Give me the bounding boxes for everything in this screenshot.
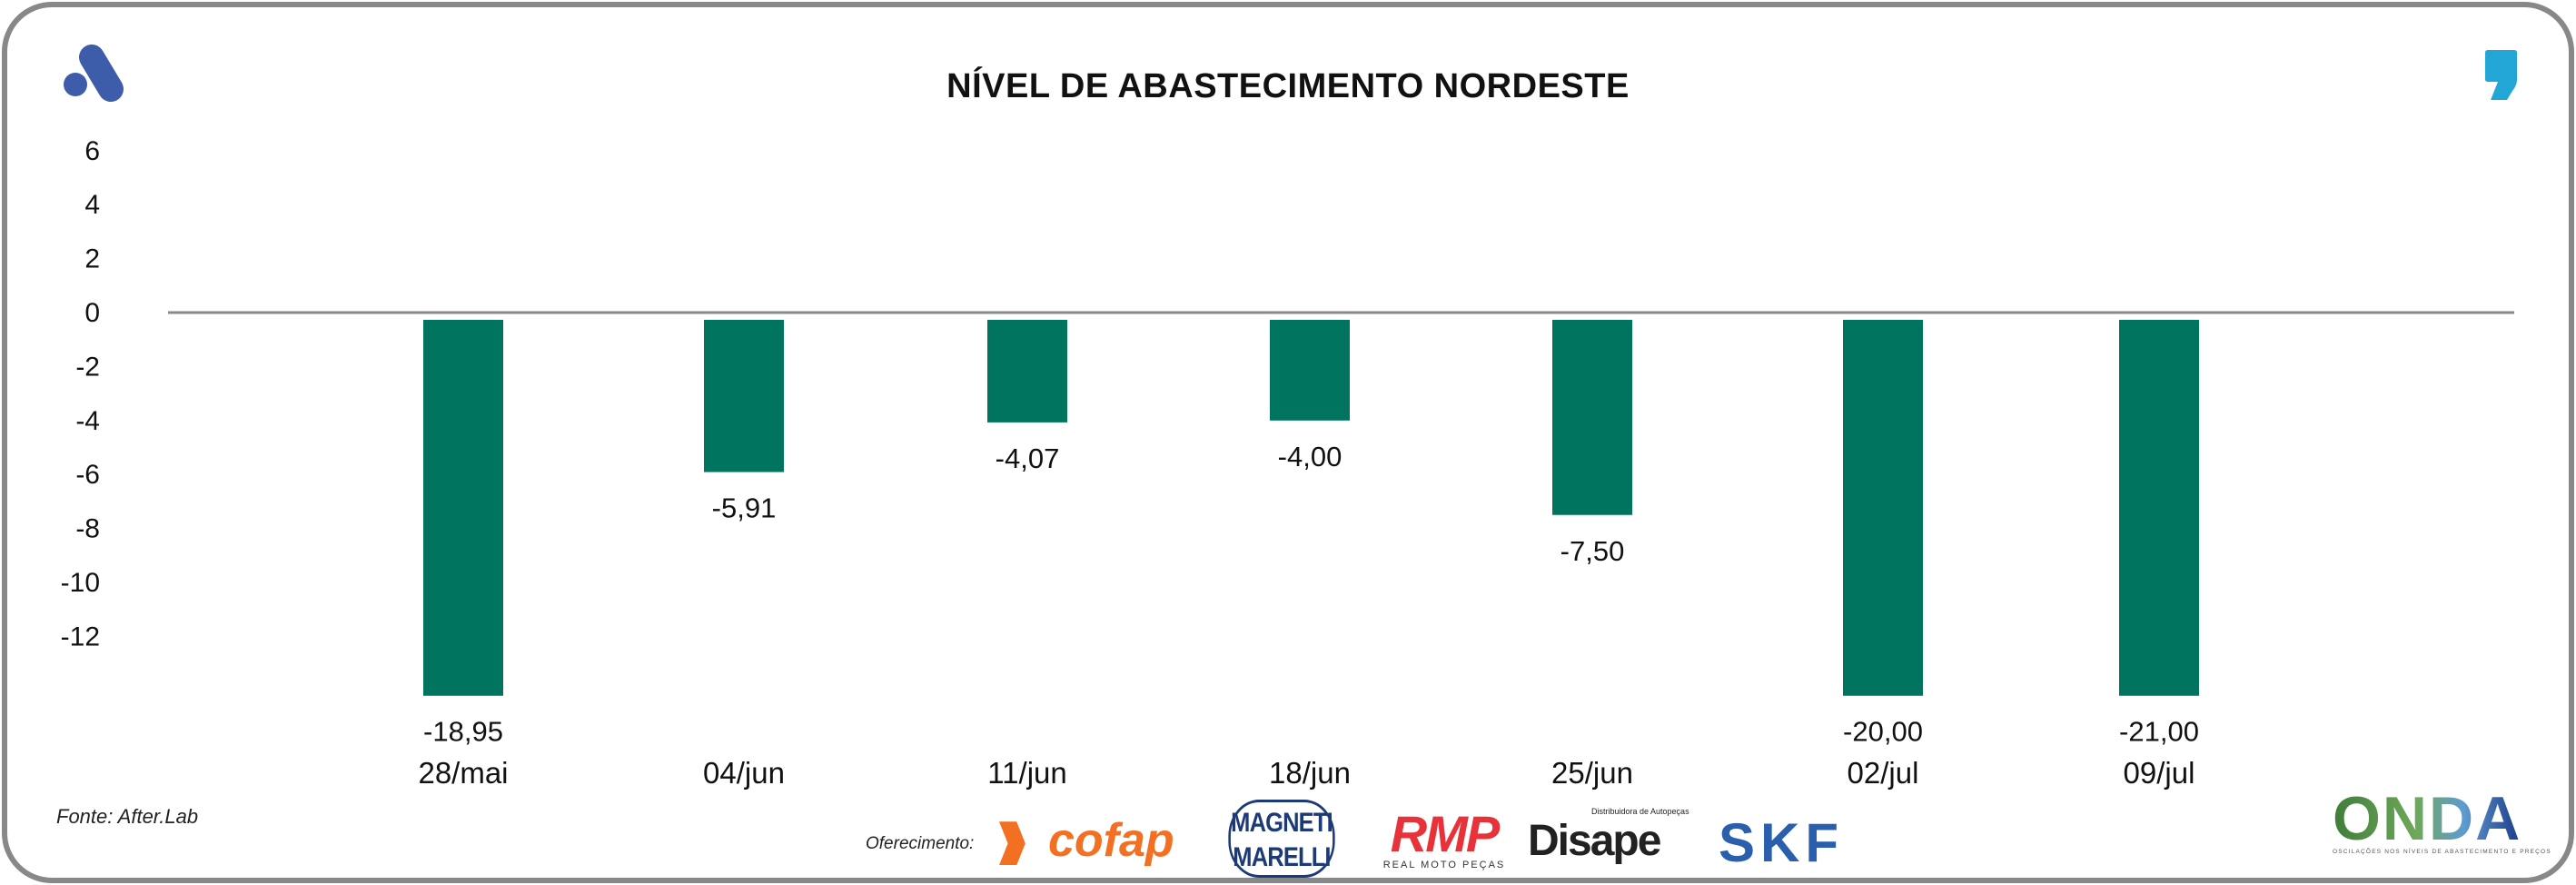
source-note: Fonte: After.Lab — [56, 805, 199, 828]
bar-value-label: -7,50 — [1560, 535, 1625, 567]
bar — [987, 320, 1067, 423]
y-tick-label: 2 — [84, 244, 100, 274]
disape-tagline: Distribuidora de Autopeças — [1591, 807, 1689, 816]
bar-value-label: -5,91 — [712, 492, 777, 524]
onda-tagline: OSCILAÇÕES NOS NÍVEIS DE ABASTECIMENTO E… — [2333, 849, 2551, 855]
bar-value-label: -4,00 — [1278, 441, 1342, 472]
y-tick-label: -10 — [61, 568, 100, 598]
bar — [1270, 320, 1350, 421]
sponsor-label: Oferecimento: — [866, 834, 975, 853]
x-tick-label: 02/jul — [1848, 756, 1919, 790]
bar-value-label: -20,00 — [1843, 716, 1923, 748]
x-tick-label: 04/jun — [703, 756, 785, 790]
x-tick-label: 28/mai — [418, 756, 508, 790]
bar-value-label: -21,00 — [2119, 716, 2199, 748]
bar — [423, 320, 503, 696]
y-tick-label: -6 — [75, 460, 100, 490]
y-tick-label: -4 — [75, 406, 100, 436]
chart-title: NÍVEL DE ABASTECIMENTO NORDESTE — [946, 67, 1630, 105]
bar-value-label: -4,07 — [996, 442, 1060, 474]
rmp-tagline: REAL MOTO PEÇAS — [1382, 860, 1506, 870]
disape-logo: Distribuidora de Autopeças Disape — [1528, 807, 1689, 866]
bar — [704, 320, 784, 472]
x-tick-label: 11/jun — [987, 756, 1066, 790]
onda-text: ONDA — [2333, 784, 2522, 853]
skf-logo: SKF — [1719, 812, 1844, 873]
cofap-logo: cofap — [999, 813, 1174, 868]
rmp-logo: RMP REAL MOTO PEÇAS — [1381, 805, 1508, 871]
rmp-text: RMP — [1390, 805, 1500, 862]
onda-logo: ONDA OSCILAÇÕES NOS NÍVEIS DE ABASTECIME… — [2333, 784, 2551, 855]
cofap-text: cofap — [1048, 814, 1174, 867]
brand-a-logo-icon — [64, 45, 124, 102]
y-tick-label: -2 — [75, 352, 100, 382]
x-tick-label: 18/jun — [1269, 756, 1351, 790]
y-tick-label: -8 — [75, 514, 100, 544]
bar — [1552, 320, 1632, 515]
y-tick-label: 0 — [84, 298, 100, 328]
magneti-marelli-logo: MAGNETI MARELLI — [1228, 800, 1335, 878]
y-tick-label: 6 — [84, 136, 100, 166]
bar — [1843, 320, 1923, 696]
bar-value-label: -18,95 — [423, 716, 503, 748]
disape-text: Disape — [1528, 817, 1661, 865]
x-tick-label: 25/jun — [1551, 756, 1633, 790]
y-tick-label: 4 — [84, 190, 100, 220]
y-tick-label: -12 — [61, 621, 100, 651]
comma-logo-icon — [2485, 50, 2517, 100]
bar — [2119, 320, 2199, 696]
x-tick-label: 09/jul — [2124, 756, 2195, 790]
cofap-mark-icon — [999, 821, 1025, 866]
